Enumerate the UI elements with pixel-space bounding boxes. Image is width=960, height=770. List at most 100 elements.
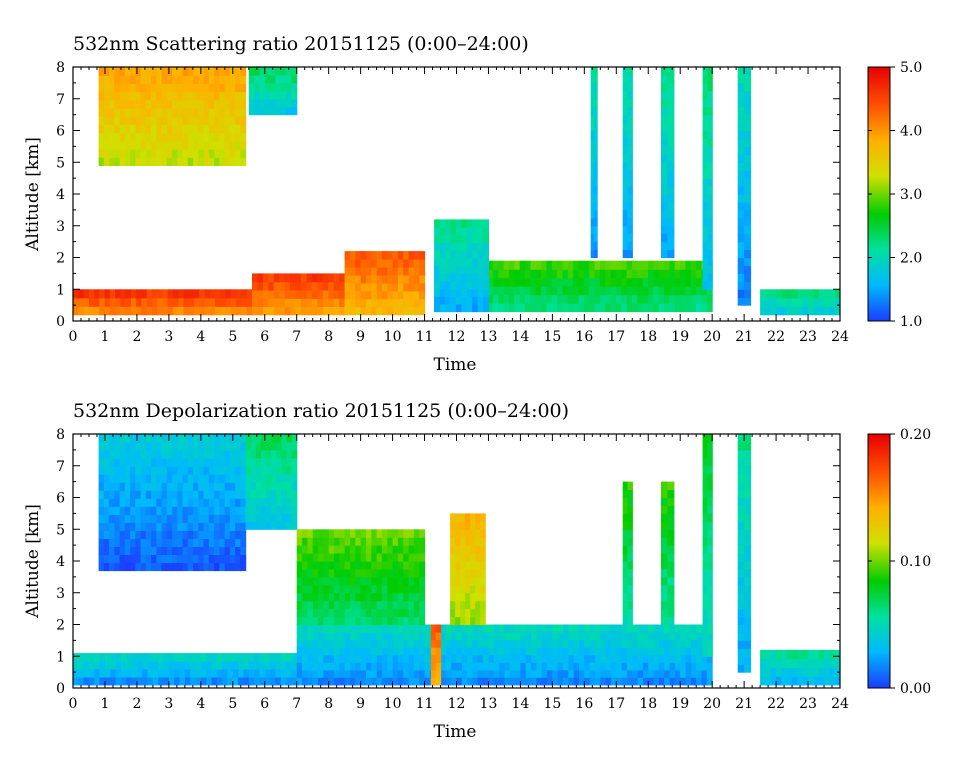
heatmap-cell bbox=[109, 530, 115, 539]
heatmap-cell bbox=[254, 98, 260, 108]
heatmap-cell bbox=[611, 632, 617, 641]
heatmap-cell bbox=[161, 482, 168, 491]
heatmap-cell bbox=[172, 530, 178, 539]
heatmap-cell bbox=[376, 592, 383, 602]
heatmap-cell bbox=[98, 530, 105, 539]
heatmap-cell bbox=[434, 227, 441, 236]
heatmap-cell bbox=[520, 654, 527, 663]
heatmap-cell bbox=[627, 130, 633, 139]
heatmap-cell bbox=[465, 592, 471, 602]
heatmap-cell bbox=[124, 149, 131, 158]
heatmap-cell bbox=[156, 466, 163, 475]
heatmap-cell bbox=[627, 497, 633, 506]
heatmap-cell bbox=[166, 132, 173, 142]
heatmap-cell bbox=[552, 662, 559, 671]
heatmap-cell bbox=[366, 306, 372, 316]
heatmap-cell bbox=[73, 289, 79, 299]
heatmap-cell bbox=[562, 260, 569, 270]
heatmap-cell bbox=[157, 306, 164, 316]
heatmap-cell bbox=[605, 677, 612, 686]
heatmap-cell bbox=[387, 259, 394, 268]
heatmap-cell bbox=[706, 662, 713, 671]
heatmap-cell bbox=[707, 82, 713, 92]
heatmap-cell bbox=[737, 249, 745, 259]
heatmap-cell bbox=[156, 75, 163, 84]
heatmap-cell bbox=[480, 600, 486, 610]
heatmap-cell bbox=[355, 568, 362, 578]
heatmap-cell bbox=[392, 298, 399, 308]
heatmap-cell bbox=[702, 457, 708, 467]
heatmap-cell bbox=[392, 662, 399, 671]
heatmap-cell bbox=[493, 677, 500, 686]
heatmap-cell bbox=[707, 130, 713, 139]
heatmap-cell bbox=[177, 67, 184, 76]
heatmap-cell bbox=[595, 677, 601, 686]
heatmap-cell bbox=[622, 608, 629, 618]
heatmap-cell bbox=[627, 233, 633, 243]
heatmap-cell bbox=[198, 149, 205, 158]
heatmap-cell bbox=[161, 91, 168, 101]
heatmap-cell bbox=[125, 289, 132, 299]
heatmap-cell bbox=[130, 514, 136, 523]
heatmap-cell bbox=[472, 234, 479, 243]
colorbar: 1.02.03.04.05.0 bbox=[867, 60, 922, 330]
heatmap-cell bbox=[229, 562, 236, 572]
heatmap-cell bbox=[451, 639, 458, 648]
heatmap-cell bbox=[419, 306, 426, 316]
heatmap-cell bbox=[451, 669, 458, 678]
heatmap-cell bbox=[680, 654, 687, 663]
heatmap-cell bbox=[392, 592, 399, 602]
heatmap-cell bbox=[109, 442, 115, 451]
heatmap-cell bbox=[98, 514, 105, 523]
heatmap-cell bbox=[627, 209, 633, 219]
heatmap-cell bbox=[184, 676, 191, 686]
heatmap-cell bbox=[702, 281, 708, 290]
heatmap-cell bbox=[240, 458, 247, 467]
heatmap-cell bbox=[264, 98, 271, 108]
heatmap-cell bbox=[477, 280, 484, 290]
heatmap-cell bbox=[355, 251, 362, 260]
heatmap-cell bbox=[499, 624, 505, 633]
heatmap-cell bbox=[776, 676, 782, 686]
heatmap-cell bbox=[276, 449, 282, 459]
heatmap-cell bbox=[240, 140, 247, 150]
heatmap-cell bbox=[193, 149, 199, 158]
heatmap-cell bbox=[206, 661, 213, 670]
heatmap-cell bbox=[156, 538, 163, 547]
heatmap-cell bbox=[744, 545, 752, 554]
heatmap-cell bbox=[254, 106, 260, 116]
heatmap-cell bbox=[403, 647, 410, 656]
heatmap-cell bbox=[355, 576, 362, 586]
heatmap-cell bbox=[475, 600, 481, 610]
heatmap-cell bbox=[260, 513, 267, 522]
heatmap-cell bbox=[667, 90, 675, 100]
heatmap-cell bbox=[503, 286, 510, 296]
heatmap-cell bbox=[589, 662, 596, 671]
heatmap-cell bbox=[578, 269, 585, 279]
heatmap-cell bbox=[744, 265, 752, 274]
heatmap-cell bbox=[667, 154, 675, 163]
heatmap-cell bbox=[166, 442, 173, 451]
heatmap-cell bbox=[702, 170, 708, 179]
heatmap-cell bbox=[214, 514, 220, 523]
heatmap-cell bbox=[707, 241, 713, 251]
heatmap-cell bbox=[392, 553, 399, 562]
heatmap-cell bbox=[515, 654, 521, 663]
heatmap-cell bbox=[667, 584, 675, 594]
heatmap-cell bbox=[627, 114, 633, 124]
heatmap-cell bbox=[328, 553, 335, 562]
x-tick-label: 11 bbox=[416, 329, 434, 345]
heatmap-cell bbox=[419, 624, 426, 633]
heatmap-cell bbox=[781, 297, 788, 307]
heatmap-cell bbox=[291, 465, 298, 475]
heatmap-cell bbox=[229, 140, 236, 150]
heatmap-cell bbox=[250, 489, 257, 499]
heatmap-cell bbox=[413, 267, 420, 276]
heatmap-cell bbox=[145, 83, 152, 93]
heatmap-cell bbox=[737, 441, 745, 451]
heatmap-cell bbox=[130, 530, 136, 539]
heatmap-cell bbox=[166, 498, 173, 507]
heatmap-cell bbox=[403, 600, 410, 610]
heatmap-cell bbox=[642, 669, 649, 678]
heatmap-cell bbox=[333, 273, 340, 283]
